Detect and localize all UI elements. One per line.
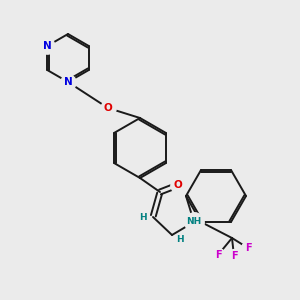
Text: N: N	[64, 77, 72, 87]
Text: H: H	[176, 236, 184, 244]
Text: F: F	[245, 243, 251, 253]
Text: NH: NH	[186, 218, 202, 226]
Text: N: N	[43, 41, 52, 51]
Text: F: F	[231, 251, 237, 261]
Text: H: H	[139, 212, 147, 221]
Text: O: O	[174, 180, 182, 190]
Text: F: F	[215, 250, 221, 260]
Text: O: O	[103, 103, 112, 113]
